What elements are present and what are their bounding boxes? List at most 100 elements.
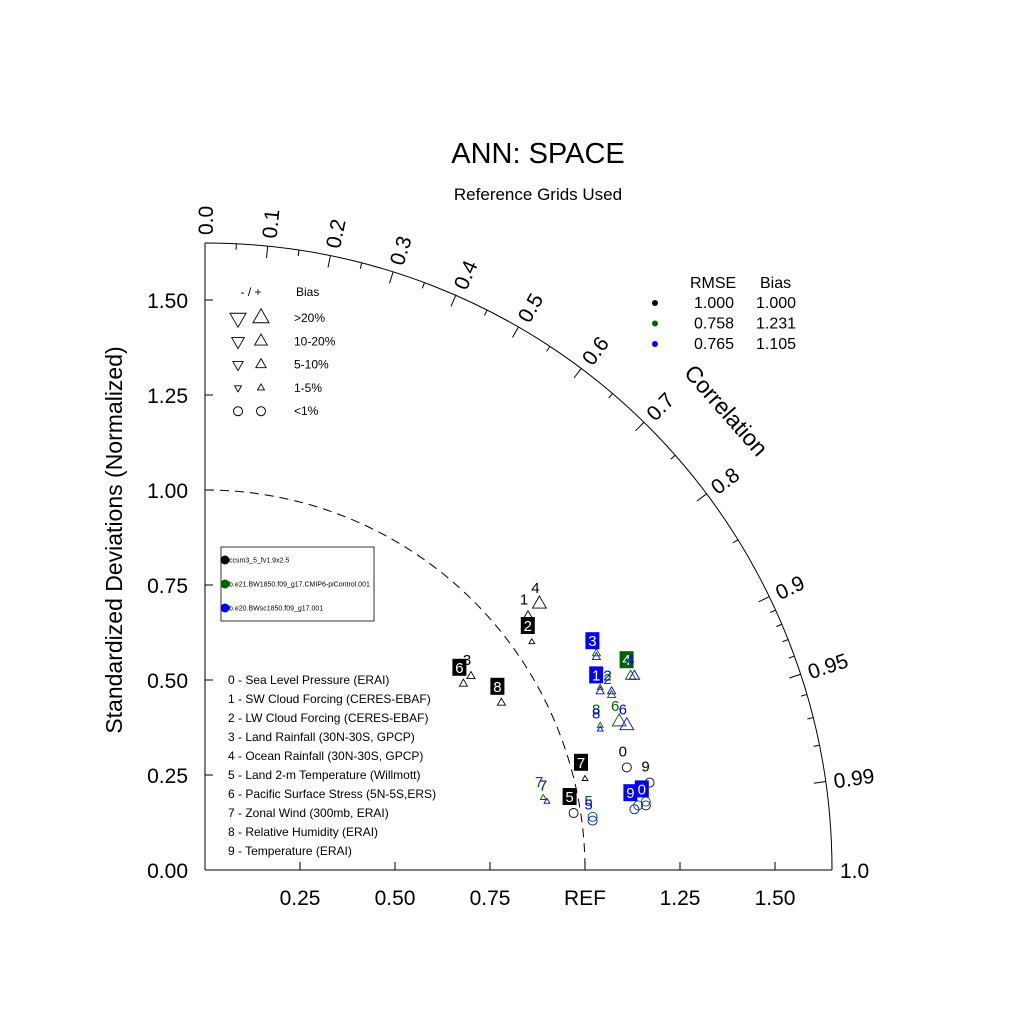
bias-legend-circle (257, 407, 266, 416)
bias-legend-up-triangle (253, 309, 269, 323)
variable-legend-item: 0 - Sea Level Pressure (ERAI) (228, 673, 389, 687)
bias-legend-bias-header: Bias (296, 285, 319, 299)
correlation-minor-tick (360, 263, 362, 269)
correlation-minor-tick (814, 745, 820, 746)
data-point-label: 6 (619, 702, 627, 719)
y-axis-label: Standardized Deviations (Normalized) (101, 346, 127, 733)
bias-legend-up-triangle (255, 334, 268, 345)
correlation-minor-tick (609, 394, 613, 399)
series-0: 0 1 2 3 4 5 6 7 8 9 (452, 580, 654, 818)
correlation-minor-tick (770, 610, 775, 612)
bias-legend-sign-header: - / + (240, 285, 261, 299)
correlation-tick (636, 422, 644, 431)
correlation-minor-tick (776, 624, 782, 626)
data-point-label: 8 (592, 705, 600, 722)
chart-title: ANN: SPACE (451, 138, 625, 170)
data-point-marker (467, 672, 475, 679)
correlation-tick-label: 0.7 (642, 389, 679, 426)
data-point-label: 1 (592, 667, 600, 684)
data-point-label: 8 (493, 679, 501, 696)
bias-legend-down-triangle (232, 338, 245, 349)
correlation-minor-tick (671, 455, 676, 459)
variable-legend-item: 2 - LW Cloud Forcing (CERES-EBAF) (228, 711, 429, 725)
variable-legend-item: 3 - Land Rainfall (30N-30S, GPCP) (228, 730, 415, 744)
correlation-minor-tick (733, 540, 738, 543)
stats-legend-rmse-value: 0.765 (694, 336, 734, 353)
x-tick-label: 0.25 (280, 887, 321, 910)
correlation-tick (390, 272, 394, 283)
y-tick-label: 1.00 (147, 480, 188, 503)
correlation-minor-tick (422, 283, 424, 289)
x-tick-label: REF (564, 887, 606, 910)
data-point-marker (569, 809, 578, 818)
y-tick-label: 0.75 (147, 575, 188, 598)
variable-legend-item: 7 - Zonal Wind (300mb, ERAI) (228, 806, 389, 820)
y-tick-label: 0.25 (147, 765, 188, 788)
correlation-tick (759, 597, 770, 602)
correlation-tick (328, 256, 330, 268)
data-point-label: 5 (584, 797, 592, 814)
bias-legend-row-label: >20% (294, 311, 325, 325)
variable-legend-item: 1 - SW Cloud Forcing (CERES-EBAF) (228, 692, 431, 706)
variable-legend: 0 - Sea Level Pressure (ERAI) 1 - SW Clou… (228, 673, 436, 858)
bias-legend-row-label: <1% (294, 404, 319, 418)
data-point-marker (630, 805, 639, 814)
bias-legend-up-triangle (256, 359, 266, 368)
data-point-marker (524, 611, 532, 618)
stats-legend-color-dot (652, 321, 658, 327)
variable-legend-item: 4 - Ocean Rainfall (30N-30S, GPCP) (228, 749, 423, 763)
correlation-minor-tick (783, 640, 789, 642)
data-point-marker (529, 639, 535, 644)
data-point-label: 4 (531, 580, 539, 597)
bias-legend-row-label: 10-20% (294, 334, 336, 348)
correlation-tick-label: 0.1 (259, 208, 285, 239)
correlation-tick-label: 0.95 (805, 649, 851, 684)
y-tick-label: 1.25 (147, 385, 188, 408)
correlation-tick-label: 0.0 (195, 206, 218, 235)
x-tick-label: 1.25 (660, 887, 701, 910)
data-point-label: 5 (565, 789, 573, 806)
bias-legend-circle (234, 407, 243, 416)
stats-legend-rmse-header: RMSE (690, 275, 736, 292)
x-tick-label: 1.50 (755, 887, 796, 910)
correlation-tick (267, 246, 268, 258)
y-tick-label: 1.50 (147, 290, 188, 313)
data-point-marker (497, 698, 505, 705)
variable-legend-item: 9 - Temperature (ERAI) (228, 844, 352, 858)
correlation-tick-label: 0.2 (322, 217, 350, 250)
bias-legend-up-triangle (258, 384, 265, 390)
data-point-label: 6 (455, 660, 463, 677)
case-legend-name: b.e21.BW1850.f09_g17.CMIP6-piControl.001 (229, 582, 370, 589)
stats-legend-bias-value: 1.231 (756, 316, 796, 333)
data-point-marker (622, 763, 631, 772)
data-point-marker (629, 670, 639, 679)
correlation-tick-label: 0.99 (832, 765, 876, 794)
correlation-tick (814, 782, 826, 784)
data-point-label: 2 (524, 618, 532, 635)
data-point-marker (533, 596, 547, 608)
data-point-label: 1 (520, 591, 528, 608)
bias-legend-down-triangle (235, 386, 242, 392)
chart-subtitle: Reference Grids Used (454, 185, 622, 204)
variable-legend-item: 8 - Relative Humidity (ERAI) (228, 825, 378, 839)
data-point-marker (582, 776, 588, 781)
correlation-minor-tick (298, 250, 299, 256)
y-tick-label: 0.50 (147, 670, 188, 693)
data-point-label: 0 (638, 781, 646, 798)
correlation-minor-tick (807, 718, 813, 719)
case-legend-name: ccsm3_5_fv1.9x2.5 (229, 558, 289, 565)
correlation-tick-label: 0.8 (707, 463, 744, 499)
data-point-label: 9 (641, 759, 649, 776)
data-point-label: 3 (588, 633, 596, 650)
y-tick-labels: 0.000.250.500.751.001.251.50 (147, 290, 188, 883)
bias-legend-down-triangle (230, 313, 246, 327)
data-point-label: 7 (539, 778, 547, 795)
data-point-marker (540, 795, 546, 800)
variable-legend-item: 5 - Land 2-m Temperature (Willmott) (228, 768, 421, 782)
stats-legend-bias-value: 1.105 (756, 336, 796, 353)
data-point-marker (459, 679, 467, 686)
correlation-tick (451, 295, 456, 306)
